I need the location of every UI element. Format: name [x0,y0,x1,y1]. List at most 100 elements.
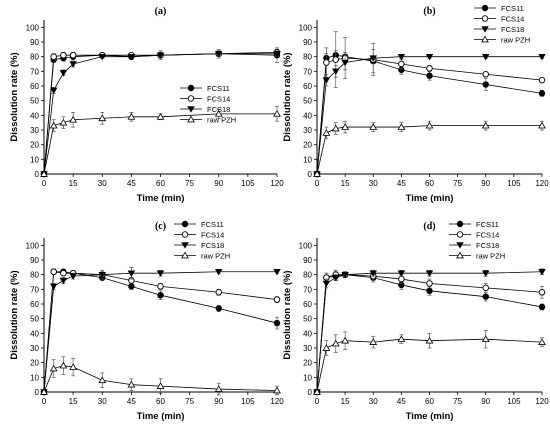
x-axis-title: Time (min) [137,411,185,422]
data-point [69,115,78,123]
x-tick-label: 45 [127,179,136,188]
x-tick-label: 45 [397,179,406,188]
y-tick-label: 60 [30,300,39,309]
data-point [69,273,77,280]
y-tick-label: 30 [303,344,312,353]
y-tick-label: 60 [30,82,39,91]
x-tick-label: 90 [481,179,490,188]
data-point [482,53,490,61]
legend-marker [456,242,464,249]
panel-label: (b) [423,6,435,17]
data-point [425,270,434,277]
legend-marker [456,231,464,238]
legend-marker [456,220,464,228]
x-tick-label: 30 [369,397,378,406]
data-point [332,68,340,75]
data-point [341,59,349,67]
y-tick-label: 0 [35,388,40,397]
y-tick-label: 100 [26,241,40,250]
y-tick-label: 40 [30,329,39,338]
chart-panel-1: 0 10 20 30 40 50 60 70 80 90 100 0 15 30 45 60 75 90 105 12… [9,6,284,204]
data-point [273,296,281,303]
y-tick-label: 90 [30,256,39,265]
data-point [49,364,58,372]
data-point [426,65,433,72]
x-tick-label: 75 [453,179,462,188]
y-tick-label: 90 [30,38,39,47]
y-tick-label: 40 [30,111,39,120]
y-tick-label: 70 [30,67,39,76]
legend-label: raw PZH [201,252,230,261]
data-point [60,269,67,277]
x-tick-label: 15 [341,397,350,406]
y-tick-label: 50 [303,97,312,106]
data-point [538,76,546,84]
x-tick-label: 0 [42,397,47,406]
panel-label: (a) [155,6,167,17]
x-tick-label: 0 [315,397,320,406]
legend-marker [181,251,189,259]
y-tick-label: 70 [303,285,312,294]
x-tick-label: 75 [453,397,462,406]
x-tick-label: 120 [535,179,549,188]
data-point [273,110,281,117]
data-point [397,53,406,61]
data-point [538,121,546,129]
legend-marker [181,220,189,228]
data-point [341,271,349,279]
legend-label: FCS14 [476,231,499,240]
y-tick-label: 70 [30,285,39,294]
legend-marker [187,106,195,113]
data-point [331,339,340,347]
x-tick-label: 105 [241,179,255,188]
x-tick-label: 75 [185,397,194,406]
data-point [40,388,48,395]
data-point [273,319,281,327]
data-point [397,270,406,277]
y-tick-label: 90 [303,256,312,265]
y-tick-label: 30 [303,126,312,135]
data-point [322,129,331,136]
data-point [481,121,490,129]
data-point [369,270,377,277]
series-raw-pzh [40,356,281,396]
data-point [426,72,433,79]
y-axis-title: Dissolution rate (%) [9,52,20,141]
data-point [425,336,434,344]
y-tick-label: 90 [303,38,312,47]
data-point [273,269,281,276]
data-point [425,53,434,61]
data-point [49,87,58,95]
data-point [482,293,489,300]
x-tick-label: 60 [156,179,165,188]
chart-panel-3: 0 10 20 30 40 50 60 70 80 90 100 0 15 30 45 60 75 90 105 12… [9,220,284,422]
x-tick-label: 120 [270,397,284,406]
legend-label: raw PZH [476,252,505,261]
data-point [397,123,406,130]
data-point [482,270,490,277]
data-point [538,289,546,296]
legend-label: FCS14 [207,95,230,104]
data-point [40,170,48,177]
data-point [322,344,331,351]
data-point [215,289,222,296]
data-point [49,283,58,291]
y-tick-label: 100 [26,23,40,32]
legend-marker [181,231,189,238]
data-point [313,388,321,395]
data-point [69,363,78,370]
y-tick-label: 0 [35,170,40,179]
data-point [156,112,165,120]
x-tick-label: 90 [214,179,223,188]
panel-label: (d) [423,221,435,232]
series-fcs14 [40,268,281,396]
legend-label: FCS11 [207,84,230,93]
series-raw-pzh [313,330,546,395]
legend-marker [181,242,189,249]
data-point [98,53,106,61]
series-line [43,113,277,175]
data-point [215,305,222,312]
data-point [397,335,406,343]
data-point [481,335,490,343]
data-point [482,81,489,88]
